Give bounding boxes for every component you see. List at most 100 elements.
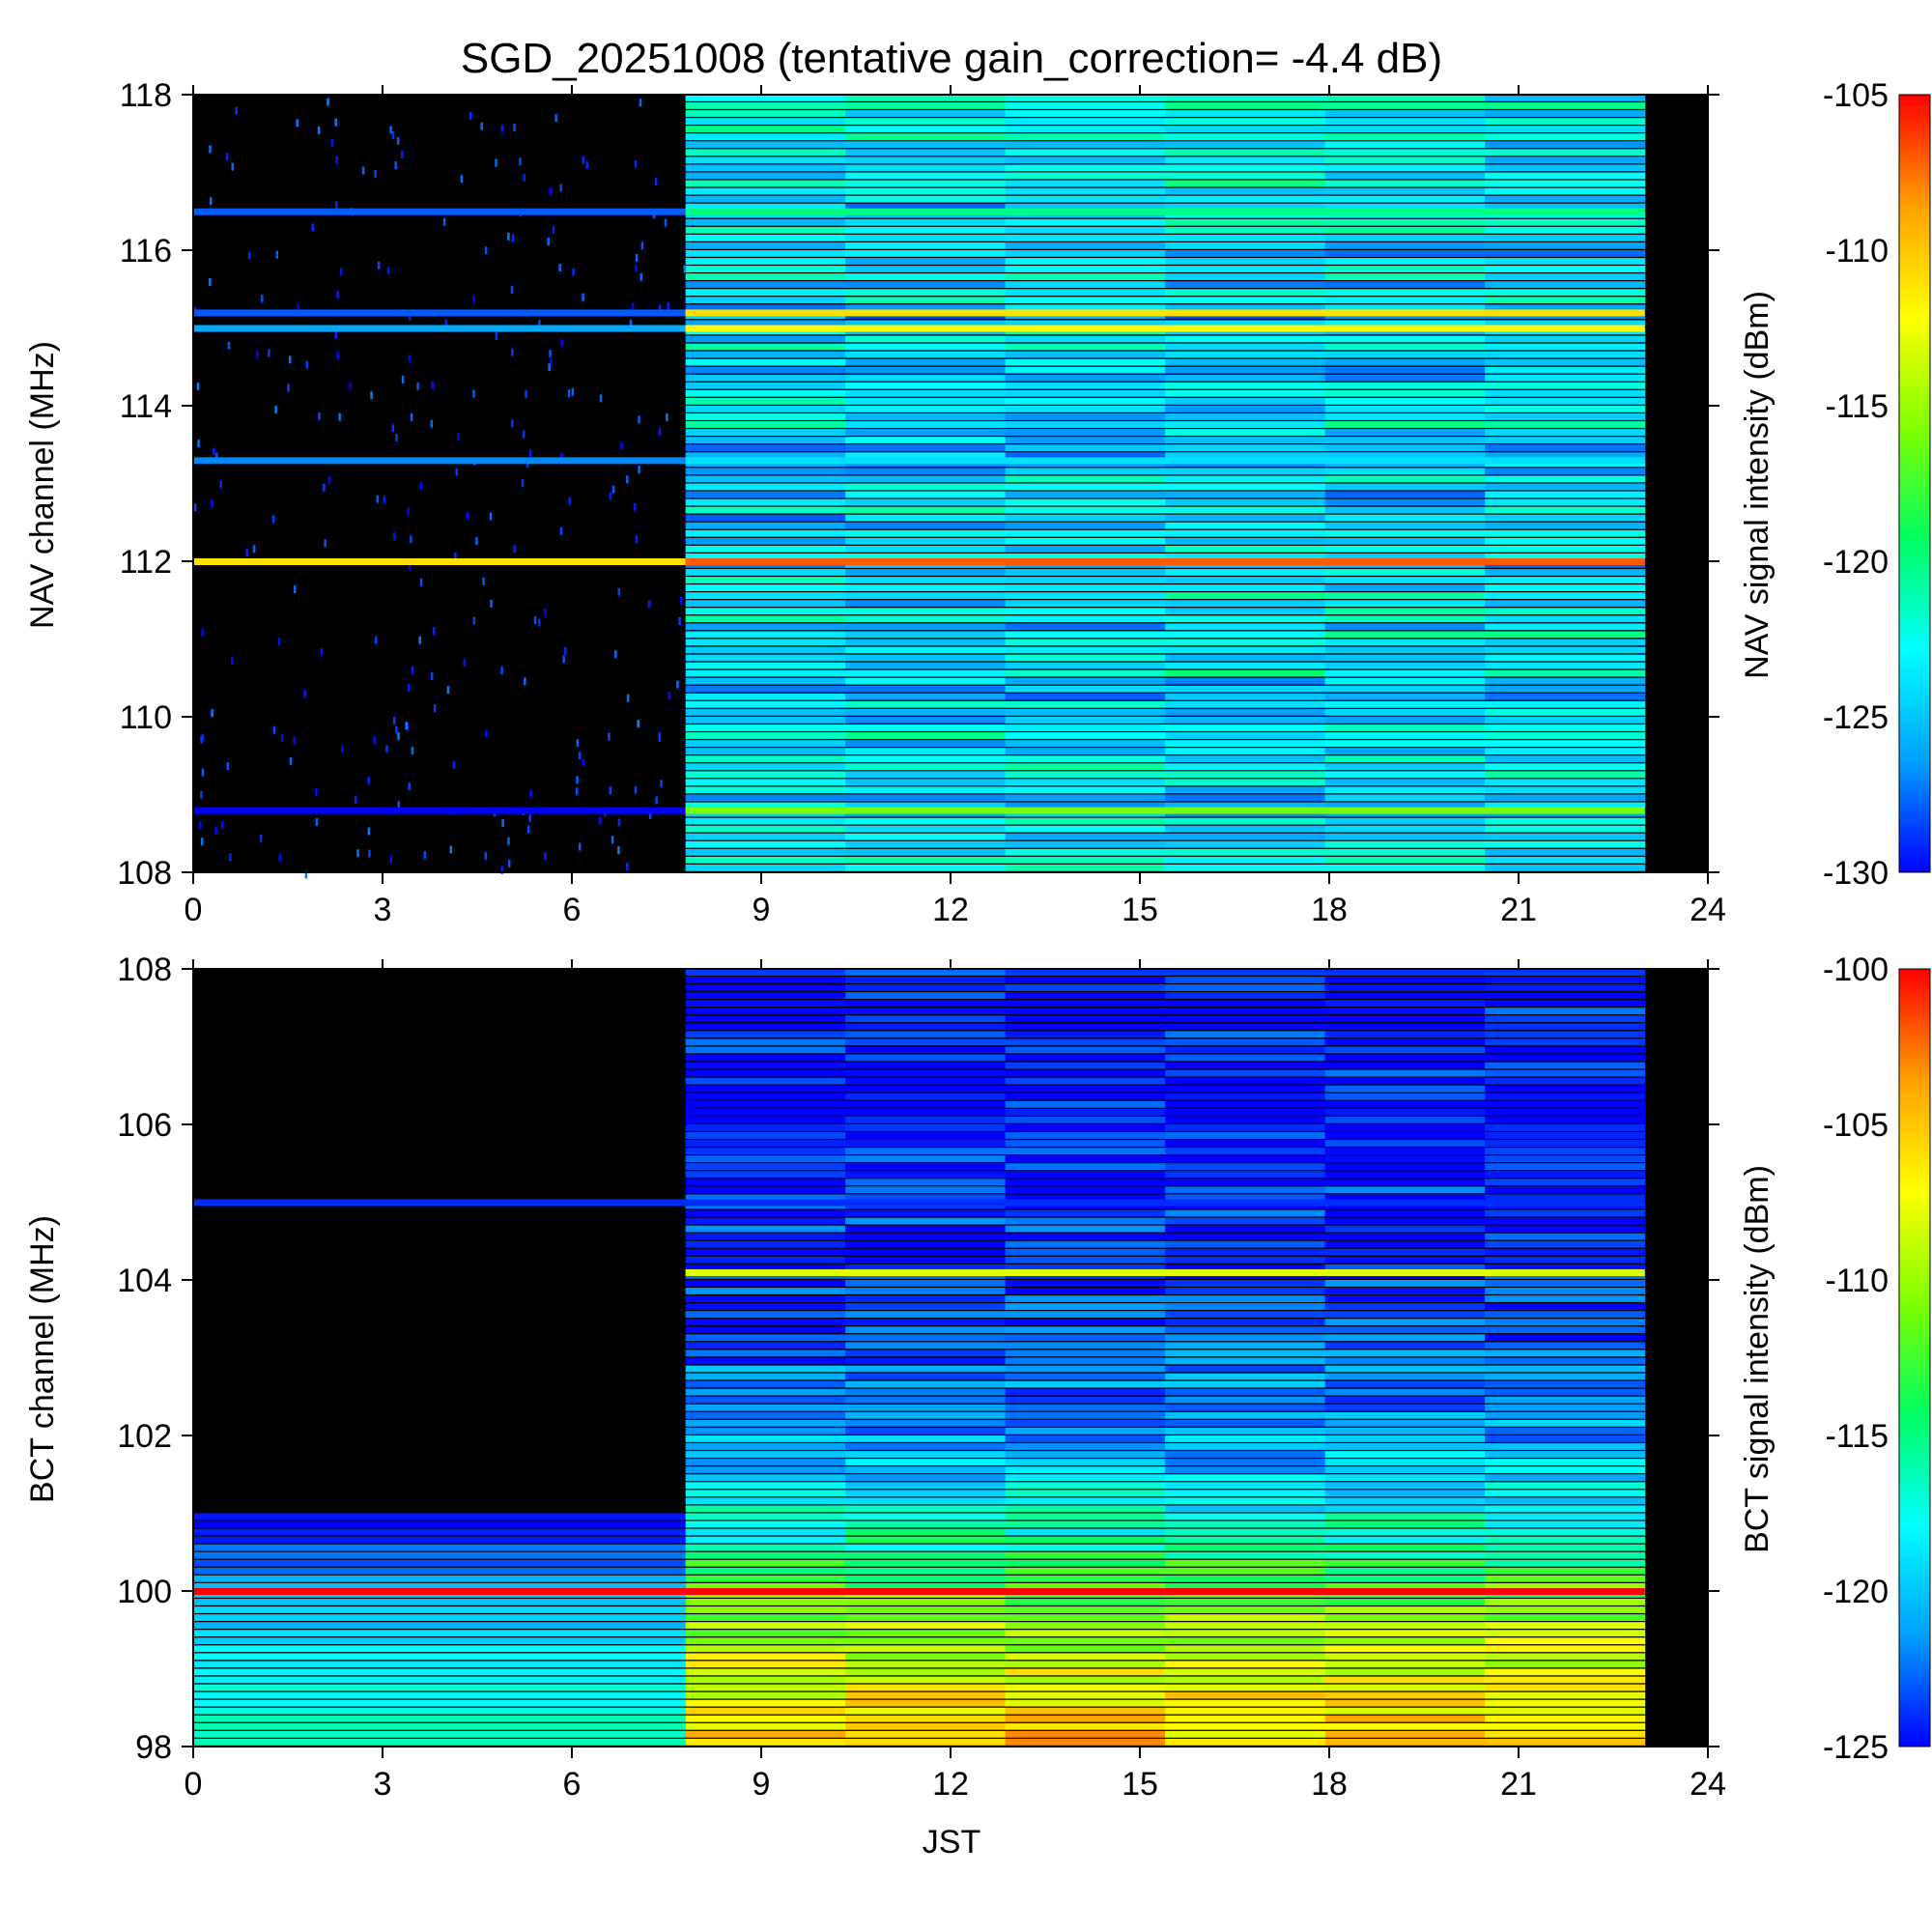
colorbar-tick-label: -125 — [1823, 1729, 1889, 1766]
heatmap-cell — [1165, 1132, 1326, 1139]
heatmap-cell — [1005, 1334, 1166, 1342]
heatmap-cell — [685, 848, 846, 856]
heatmap-cell — [1165, 366, 1326, 374]
heatmap-cell — [1485, 195, 1646, 203]
figure-title: SGD_20251008 (tentative gain_correction=… — [461, 35, 1442, 82]
heatmap-cell — [685, 382, 846, 389]
heatmap-cell — [685, 1520, 846, 1528]
heatmap-cell — [1485, 343, 1646, 351]
heatmap-cell — [608, 732, 611, 741]
heatmap-cell — [1005, 825, 1166, 833]
heatmap-cell — [367, 777, 370, 785]
heatmap-cell — [1324, 1691, 1486, 1699]
heatmap-cell — [1005, 1077, 1166, 1085]
heatmap-cell — [1324, 126, 1486, 133]
heatmap-cell — [1165, 669, 1326, 677]
heatmap-cell — [685, 1622, 846, 1630]
heatmap-cell — [1485, 1357, 1646, 1365]
heatmap-cell — [1324, 1295, 1486, 1302]
heatmap-cell — [1005, 1132, 1166, 1139]
heatmap-cell — [845, 1240, 1007, 1248]
heatmap-cell — [845, 421, 1007, 428]
heatmap-cell — [1324, 1396, 1486, 1404]
heatmap-cell — [275, 250, 279, 259]
heatmap-cell — [845, 304, 1007, 312]
heatmap-cell — [685, 1373, 846, 1380]
heatmap-cell — [538, 320, 541, 328]
heatmap-cell — [685, 553, 846, 560]
heatmap-cell — [845, 977, 1007, 983]
heatmap-cell — [1005, 669, 1166, 677]
heatmap-cell — [1324, 984, 1486, 991]
heatmap-cell — [407, 507, 410, 516]
heatmap-cell — [1005, 1575, 1166, 1582]
heatmap-cell — [1485, 389, 1646, 397]
heatmap-cell — [585, 161, 589, 170]
heatmap-cell — [200, 790, 203, 799]
heatmap-cell — [1165, 226, 1326, 234]
heatmap-cell — [1485, 289, 1646, 297]
heatmap-cell — [1324, 677, 1486, 685]
heatmap-cell — [446, 686, 450, 695]
colorbar-tick-label: -115 — [1825, 388, 1889, 425]
heatmap-cell — [685, 529, 846, 537]
heatmap-cell — [845, 992, 1007, 999]
heatmap-cell — [288, 355, 292, 364]
heatmap-cell — [1324, 755, 1486, 763]
heatmap-cell — [1485, 437, 1646, 444]
heatmap-cell — [1005, 717, 1166, 724]
heatmap-cell — [685, 1093, 846, 1100]
heatmap-cell — [519, 157, 522, 166]
heatmap-cell — [845, 1373, 1007, 1380]
heatmap-cell — [1005, 1474, 1166, 1482]
heatmap-cell — [845, 203, 1007, 211]
heatmap-cell — [1005, 180, 1166, 187]
heatmap-cell — [1485, 639, 1646, 646]
heatmap-cell — [845, 1116, 1007, 1123]
heatmap-cell — [1324, 491, 1486, 498]
heatmap-cell — [1165, 1722, 1326, 1730]
heatmap-cell — [1165, 1373, 1326, 1380]
heatmap-cell — [1485, 608, 1646, 615]
heatmap-cell — [361, 166, 365, 175]
heatmap-cell — [1005, 537, 1166, 545]
colorbar-tick-label: -110 — [1825, 1263, 1889, 1299]
heatmap-cell — [685, 1365, 846, 1373]
heatmap-cell — [193, 1684, 686, 1691]
heatmap-cell — [1005, 1684, 1166, 1691]
heatmap-cell — [1005, 1023, 1166, 1031]
heatmap-cell — [1485, 141, 1646, 149]
heatmap-cell — [1324, 840, 1486, 848]
heatmap-cell — [845, 1085, 1007, 1093]
heatmap-cell — [1005, 1622, 1166, 1630]
heatmap-cell — [1324, 1474, 1486, 1482]
heatmap-cell — [1324, 1100, 1486, 1108]
heatmap-cell — [1485, 1209, 1646, 1217]
heatmap-cell — [1165, 1567, 1326, 1575]
heatmap-cell — [1324, 779, 1486, 786]
heatmap-cell — [1165, 281, 1326, 289]
heatmap-cell — [845, 654, 1007, 662]
heatmap-cell — [1485, 1653, 1646, 1661]
heatmap-cell — [1165, 779, 1326, 786]
heatmap-cell — [685, 615, 846, 623]
heatmap-cell — [1485, 1637, 1646, 1645]
heatmap-cell — [1324, 475, 1486, 483]
heatmap-cell — [1485, 1435, 1646, 1442]
heatmap-cell — [444, 319, 448, 327]
heatmap-cell — [1165, 817, 1326, 825]
heatmap-cell — [1165, 623, 1326, 631]
heatmap-cell — [639, 272, 643, 281]
heatmap-cell — [1324, 977, 1486, 983]
heatmap-cell — [1324, 1505, 1486, 1513]
heatmap-cell — [617, 818, 621, 827]
heatmap-cell — [1485, 281, 1646, 289]
heatmap-cell — [1485, 1108, 1646, 1116]
heatmap-cell — [1485, 1311, 1646, 1319]
heatmap-cell — [1324, 1419, 1486, 1427]
heatmap-cell — [231, 656, 234, 665]
heatmap-cell — [227, 341, 231, 350]
heatmap-cell — [845, 1722, 1007, 1730]
heatmap-cell — [1005, 1240, 1166, 1248]
heatmap-cell — [1165, 1038, 1326, 1046]
